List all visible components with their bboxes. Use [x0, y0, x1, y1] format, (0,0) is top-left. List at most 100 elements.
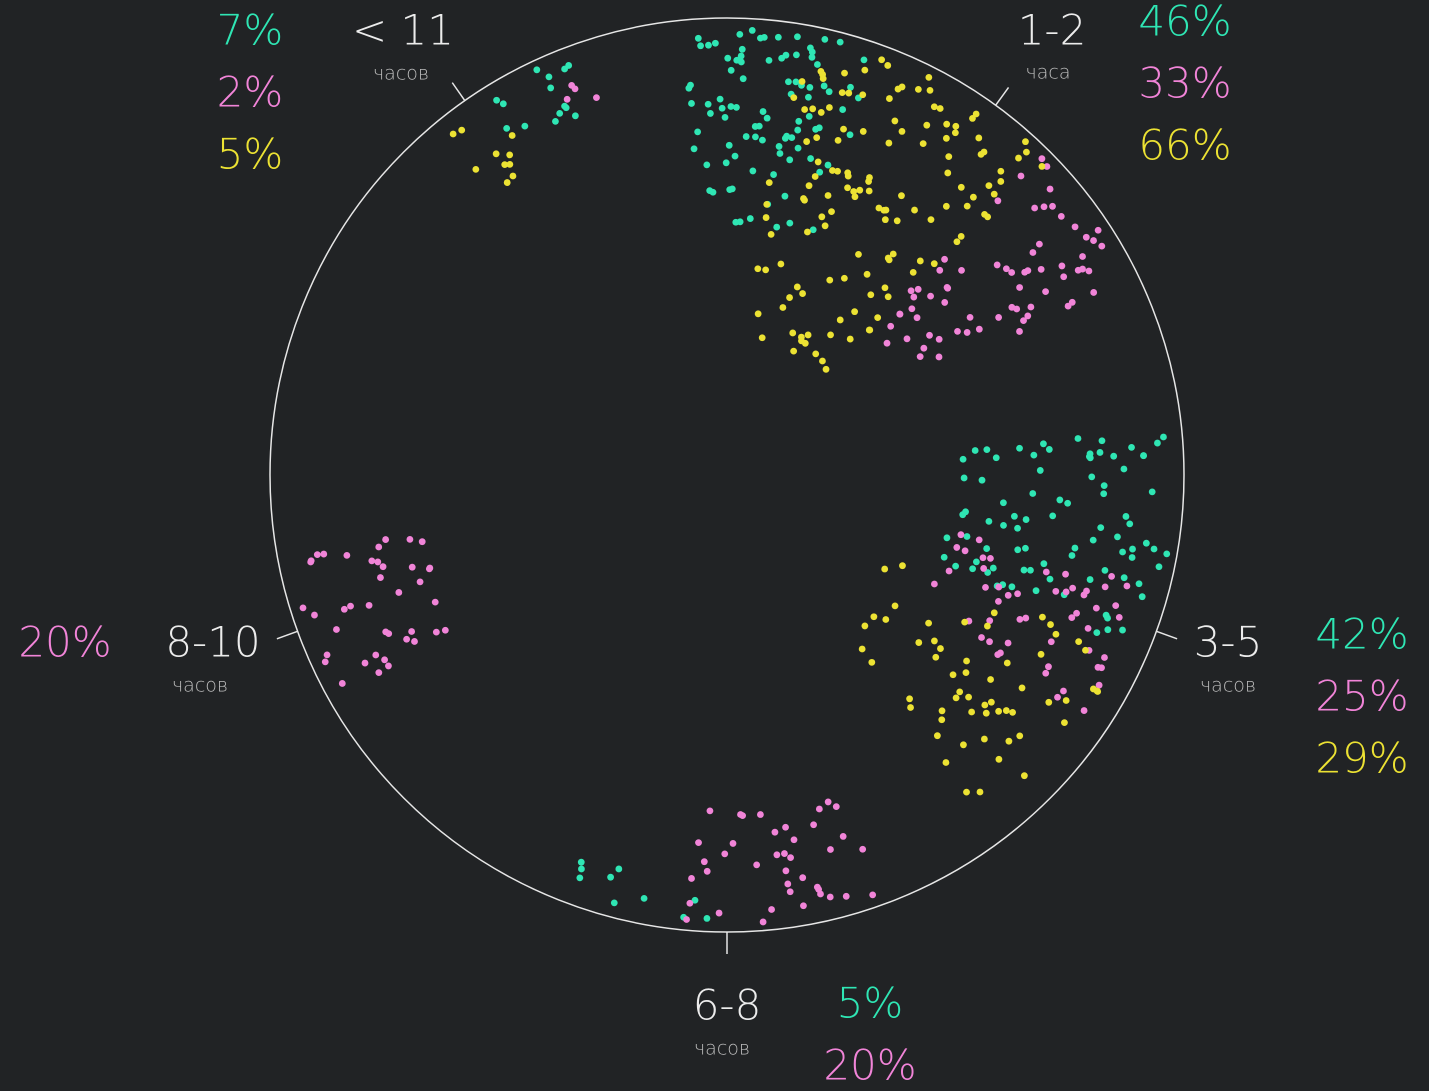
dot: [984, 213, 992, 221]
dot: [509, 172, 517, 180]
dot: [1000, 521, 1007, 529]
dot: [816, 168, 824, 176]
category-unit: часов: [694, 1038, 750, 1060]
dot: [1062, 588, 1070, 596]
dot: [694, 128, 702, 136]
dot: [813, 61, 821, 68]
dot: [729, 840, 737, 847]
dot: [993, 261, 1001, 269]
dot: [1029, 249, 1037, 256]
dot: [1120, 465, 1128, 473]
dot: [323, 651, 331, 659]
dot: [1045, 663, 1052, 671]
dot: [1122, 513, 1130, 520]
dot: [375, 543, 383, 551]
dot: [933, 732, 941, 740]
dot: [768, 906, 775, 913]
dot: [994, 197, 1002, 205]
percent-label: 42%: [1315, 610, 1408, 659]
dot: [878, 56, 886, 64]
dot: [1027, 303, 1035, 311]
dot: [925, 619, 932, 627]
category-unit: часов: [1200, 675, 1256, 697]
dot: [752, 133, 759, 141]
tick: [451, 82, 466, 102]
dot: [884, 293, 892, 301]
dot: [774, 33, 782, 41]
dot: [1024, 267, 1032, 275]
dot: [936, 266, 944, 274]
dot: [1016, 732, 1024, 740]
dot: [1043, 163, 1051, 170]
dot: [896, 310, 904, 318]
dot: [1082, 233, 1090, 241]
dot: [770, 171, 777, 178]
dot: [1008, 269, 1016, 276]
dot: [809, 105, 817, 113]
dot: [576, 874, 584, 882]
dot: [995, 597, 1002, 605]
dot: [736, 218, 744, 226]
dot: [1038, 155, 1046, 163]
dot: [941, 299, 949, 306]
dot: [416, 578, 424, 586]
percent-label: 25%: [1315, 672, 1408, 721]
dot: [607, 873, 615, 881]
dot: [1119, 548, 1126, 556]
dot: [882, 616, 890, 623]
dot: [1020, 317, 1027, 325]
dot: [700, 858, 708, 866]
dot: [930, 103, 938, 111]
dot: [859, 845, 867, 853]
dot: [1096, 449, 1104, 456]
dot: [997, 178, 1005, 185]
dot: [858, 645, 866, 653]
dot: [385, 662, 392, 670]
dot: [980, 735, 988, 743]
dot: [836, 316, 844, 324]
dot: [804, 228, 811, 236]
dot: [472, 165, 480, 173]
dot: [800, 902, 807, 910]
dot: [812, 125, 820, 133]
dot: [1045, 698, 1053, 706]
dot: [801, 106, 809, 113]
dot: [779, 304, 787, 311]
dot: [820, 82, 828, 90]
dot: [937, 645, 944, 652]
dot: [898, 128, 906, 135]
dot: [737, 52, 745, 60]
dot: [898, 83, 906, 91]
dot: [1058, 262, 1066, 270]
dot: [821, 222, 829, 230]
dot: [1128, 554, 1136, 561]
dot: [1064, 499, 1072, 507]
dot: [978, 476, 986, 484]
dot: [725, 141, 733, 149]
dot: [765, 56, 773, 64]
dot: [983, 622, 991, 630]
dot: [781, 192, 789, 200]
dot: [737, 811, 744, 818]
dot: [778, 54, 786, 62]
dot: [813, 134, 821, 142]
dot: [426, 564, 434, 572]
dot: [790, 836, 798, 844]
dot: [836, 38, 844, 46]
dot: [824, 161, 832, 169]
dot: [722, 159, 730, 167]
dot: [867, 291, 875, 299]
dot: [1010, 512, 1018, 520]
dot: [731, 152, 739, 160]
dot: [822, 365, 830, 373]
dot: [1039, 613, 1046, 621]
dot: [793, 283, 801, 291]
dot: [926, 331, 933, 339]
dot: [683, 916, 690, 923]
dot: [954, 327, 961, 335]
dot: [1022, 614, 1030, 622]
dot: [458, 126, 466, 134]
dot: [561, 102, 569, 110]
dot: [1004, 639, 1012, 647]
dot: [985, 517, 993, 525]
